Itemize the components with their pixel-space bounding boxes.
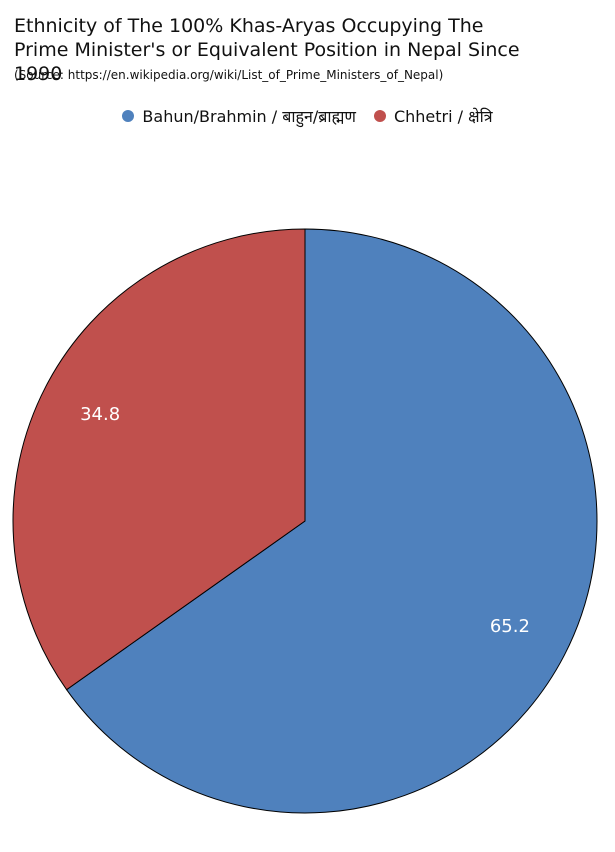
pie-slice — [65, 228, 598, 814]
legend-marker — [122, 110, 135, 122]
pie-slice — [12, 228, 306, 691]
legend-label: Bahun/Brahmin / बाहुन/ब्राह्मण — [142, 107, 356, 126]
legend-item: Chhetri / क्षेत्रि — [373, 105, 493, 127]
data-label: 34.8 — [80, 404, 120, 425]
chart-subtitle: (Source: https://en.wikipedia.org/wiki/L… — [14, 68, 444, 82]
chart-title: Ethnicity of The 100% Khas-Aryas Occupyi… — [14, 15, 520, 85]
legend-item: Bahun/Brahmin / बाहुन/ब्राह्मण — [122, 105, 356, 127]
legend-label: Chhetri / क्षेत्रि — [393, 107, 493, 126]
data-label: 65.2 — [490, 616, 530, 637]
legend: Bahun/Brahmin / बाहुन/ब्राह्मण Chhetri / … — [0, 105, 615, 127]
legend-marker — [373, 110, 386, 122]
